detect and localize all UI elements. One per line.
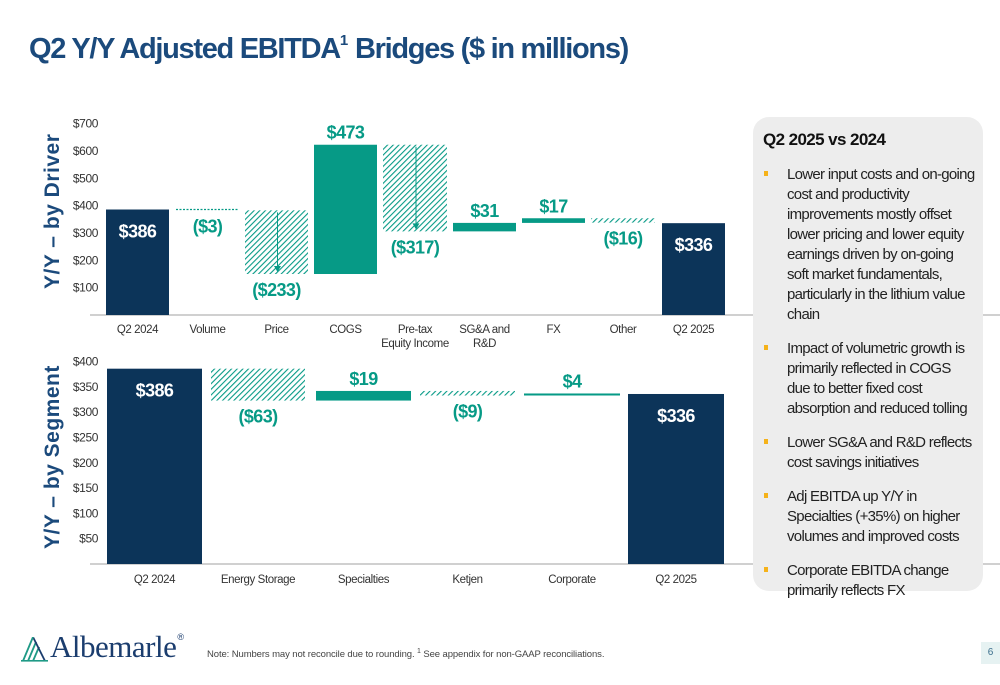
bullet-square-icon [764, 567, 768, 572]
decrease-bar [383, 144, 447, 232]
y-tick-label: $100 [73, 506, 99, 520]
decrease-bar [211, 368, 305, 401]
data-label: $386 [119, 222, 157, 242]
decrease-bar [245, 210, 308, 275]
y-tick-label: $400 [73, 199, 99, 213]
bullet-item: Impact of volumetric growth is primarily… [763, 339, 975, 419]
data-label: ($9) [453, 402, 483, 422]
category-label: Q2 2024 [134, 574, 176, 586]
arrow-head-icon [412, 223, 420, 230]
panel-title: Q2 2025 vs 2024 [763, 130, 886, 149]
category-label: Specialties [338, 574, 390, 586]
driver-bridge-chart: $100 $200 $300 $400 $500 $600 $700 $386 Q2 2024 (… [73, 117, 1000, 350]
y-tick-label: $400 [73, 355, 99, 369]
total-bar [107, 368, 202, 564]
increase-bar [453, 222, 516, 232]
y-tick-label: $350 [73, 380, 99, 394]
data-label: ($16) [603, 229, 643, 249]
bullet-item: Adj EBITDA up Y/Y in Specialties (+35%) … [763, 487, 975, 547]
data-label: ($3) [193, 216, 223, 236]
bullet-text: Lower SG&A and R&D reflects cost savings… [787, 434, 972, 471]
category-label: FX [547, 324, 562, 336]
category-label: Q2 2024 [117, 324, 159, 336]
category-label: Equity Income [381, 338, 449, 350]
increase-bar [314, 144, 377, 275]
segment-bridge-chart: $50 $100 $150 $200 $250 $300 $350 $400 $386 Q2 20… [73, 355, 1000, 586]
data-label: ($233) [252, 280, 301, 300]
data-label: ($317) [391, 237, 440, 257]
commentary-panel: Q2 2025 vs 2024 Lower input costs and on… [753, 117, 983, 599]
y-tick-label: $500 [73, 171, 99, 185]
title-footnote-marker: 1 [339, 32, 349, 50]
y-tick-label: $300 [73, 405, 99, 419]
data-label: $386 [136, 381, 174, 401]
y-tick-label: $700 [73, 117, 99, 131]
title-text: Q2 Y/Y Adjusted EBITDA [29, 33, 341, 65]
category-label: Corporate [548, 574, 596, 586]
category-label: Volume [190, 324, 226, 336]
category-label: Price [264, 324, 288, 336]
category-label: SG&A and [459, 324, 510, 336]
y-tick-label: $200 [73, 253, 99, 267]
bullet-square-icon [764, 493, 768, 498]
bullet-text: Adj EBITDA up Y/Y in Specialties (+35%) … [787, 488, 960, 545]
bullet-item: Lower SG&A and R&D reflects cost savings… [763, 433, 975, 473]
category-label: COGS [329, 324, 362, 336]
data-label: $31 [470, 201, 499, 221]
registered-mark: ® [177, 632, 184, 642]
increase-bar [316, 390, 411, 401]
category-label: Pre-tax [398, 324, 433, 336]
y-tick-label: $100 [73, 281, 99, 295]
bullet-item: Corporate EBITDA change primarily reflec… [763, 561, 975, 601]
commentary-list: Lower input costs and on-going cost and … [763, 165, 975, 615]
bullet-text: Impact of volumetric growth is primarily… [787, 340, 968, 417]
title-suffix: Bridges ($ in millions) [348, 33, 629, 65]
increase-bar [524, 393, 620, 396]
bullet-square-icon [764, 345, 768, 350]
y-tick-label: $200 [73, 456, 99, 470]
footnote-reference: See appendix for non-GAAP reconciliation… [420, 649, 605, 661]
footnote: Note: Numbers may not reconcile due to r… [207, 648, 604, 660]
increase-bar [522, 218, 585, 223]
category-label: Energy Storage [221, 574, 295, 586]
total-bar [662, 223, 725, 315]
category-label: Other [610, 324, 637, 336]
bullet-square-icon [764, 171, 768, 176]
decrease-bar [420, 390, 515, 396]
total-bar [106, 209, 169, 315]
category-label: R&D [473, 338, 496, 350]
footnote-text: Note: Numbers may not reconcile due to r… [207, 649, 418, 661]
data-label: $17 [539, 196, 568, 216]
albemarle-logo: Albemarle ® [20, 629, 184, 664]
category-label: Q2 2025 [673, 324, 714, 336]
data-label: $4 [563, 371, 582, 391]
data-label: $336 [657, 406, 695, 426]
y-tick-label: $150 [73, 481, 99, 495]
bullet-text: Lower input costs and on-going cost and … [787, 166, 975, 323]
footnote-marker: 1 [417, 648, 421, 655]
bullet-text: Corporate EBITDA change primarily reflec… [787, 562, 949, 599]
data-label: $19 [349, 369, 378, 389]
logo-wordmark: Albemarle [50, 629, 177, 664]
bullet-square-icon [764, 439, 768, 444]
y-tick-label: $300 [73, 226, 99, 240]
category-label: Ketjen [452, 574, 482, 586]
bullet-item: Lower input costs and on-going cost and … [763, 165, 975, 325]
page-title: Q2 Y/Y Adjusted EBITDA1 Bridges ($ in mi… [29, 32, 629, 66]
total-bar [628, 393, 724, 564]
y-tick-label: $50 [79, 532, 99, 546]
albemarle-mark-icon [21, 637, 48, 662]
arrow-head-icon [274, 266, 281, 273]
data-label: $473 [327, 123, 365, 143]
page-number: 6 [981, 642, 1000, 664]
data-label: $336 [675, 235, 713, 255]
y-tick-label: $250 [73, 431, 99, 445]
decrease-bar [591, 218, 655, 223]
category-label: Q2 2025 [655, 574, 696, 586]
y-tick-label: $600 [73, 144, 99, 158]
data-label: ($63) [238, 407, 278, 427]
